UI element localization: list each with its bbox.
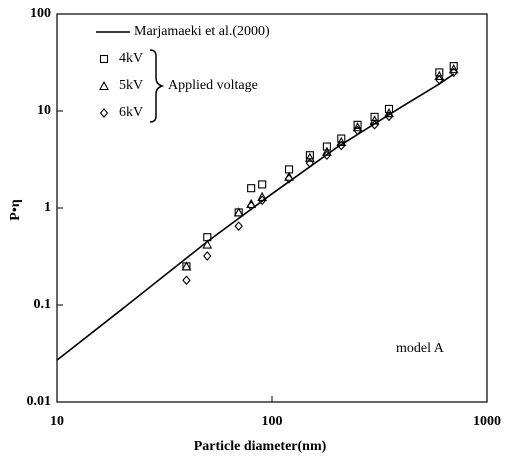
legend-label: Marjamaeki et al.(2000) [134,24,270,39]
data-point [234,221,243,231]
data-point [305,158,315,168]
data-point [202,239,213,249]
x-tick-label: 10 [50,414,64,429]
data-point [370,120,379,130]
data-point [384,111,394,122]
legend-label: 4kV [119,51,143,66]
data-point [321,146,332,156]
data-point [257,195,267,206]
data-point [181,261,192,271]
data-point [322,150,332,161]
x-tick-label: 1000 [473,414,501,429]
data-point [435,74,444,85]
annotation: Applied voltage [168,78,258,93]
data-point [182,275,191,286]
data-point [203,251,212,261]
legend-marker [99,80,109,91]
fit-line [56,73,455,361]
y-tick-label: 10 [37,103,51,118]
y-tick-label: 0.1 [34,297,52,312]
data-point [246,201,256,211]
y-tick-label: 0.01 [27,394,52,409]
data-point [233,207,244,217]
annotation: model A [396,341,445,356]
legend-label: 5kV [119,78,143,93]
legend-marker [99,108,109,118]
data-point [258,180,267,189]
x-axis-label: Particle diameter(nm) [194,439,327,454]
data-point [352,122,363,132]
data-point [369,115,380,125]
data-point [353,120,362,129]
data-point [434,70,445,80]
data-point [449,62,458,71]
data-point [353,125,362,136]
y-tick-label: 100 [30,6,51,21]
legend-label: 6kV [119,105,143,120]
x-tick-label: 100 [262,414,283,429]
y-tick-label: 1 [44,200,51,215]
data-point [384,107,394,118]
data-point [247,184,256,193]
data-point [284,173,294,184]
data-point [337,140,346,151]
data-point [448,63,459,74]
legend-marker [99,54,109,64]
data-point [304,152,315,162]
data-point [257,191,268,201]
data-point [336,136,347,146]
data-point [322,142,331,151]
y-axis-label: P•η [8,199,23,220]
brace [149,49,165,123]
data-point [449,67,458,78]
